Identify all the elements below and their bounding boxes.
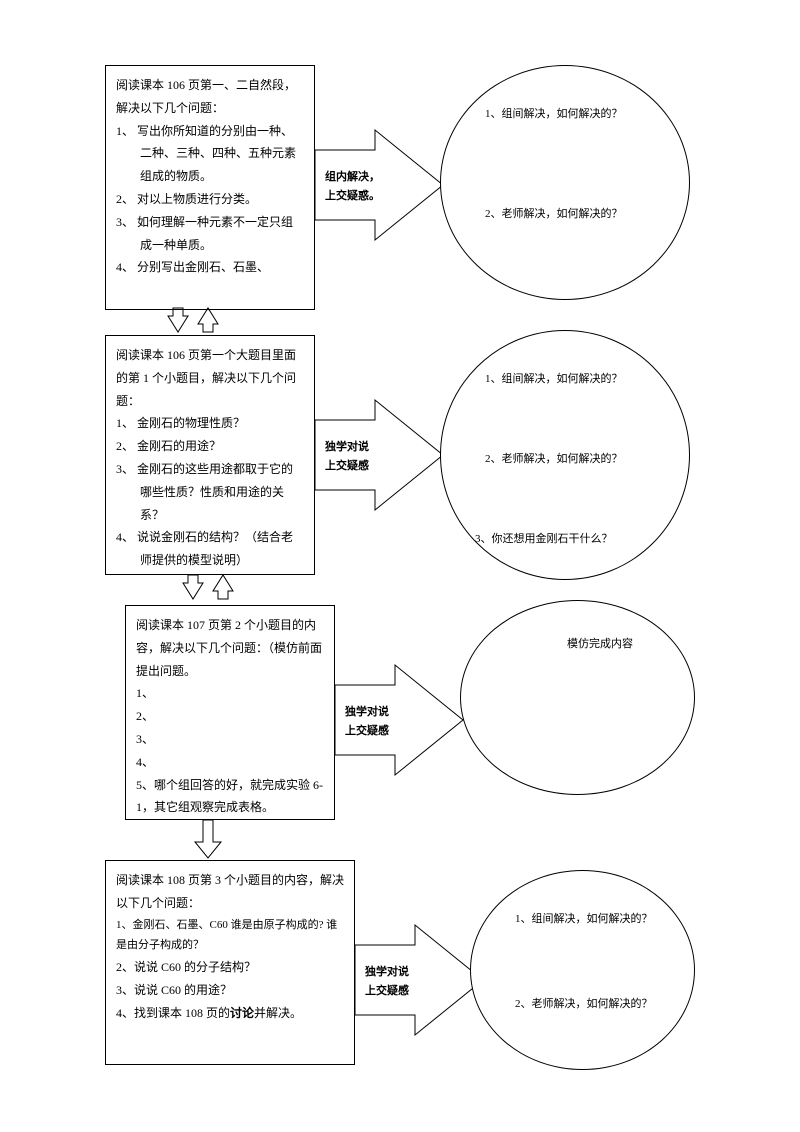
box3-header: 阅读课本 107 页第 2 个小题目的内容，解决以下几个问题：（模仿前面提出问题… — [136, 614, 324, 682]
ellipse1-q2: 2、老师解决，如何解决的？ — [485, 205, 640, 225]
down-arrow-3-4 — [195, 820, 225, 858]
box1-item4: 4、 分别写出金刚石、石墨、 — [116, 256, 304, 279]
box3-item5: 5、哪个组回答的好，就完成实验 6-1，其它组观察完成表格。 — [136, 774, 324, 820]
ellipse4-q1: 1、组间解决，如何解决的？ — [515, 910, 665, 930]
box2-item4: 4、 说说金刚石的结构？（结合老师提供的模型说明） — [116, 526, 304, 572]
task-box-4: 阅读课本 108 页第 3 个小题目的内容，解决以下几个问题： 1、金刚石、石墨… — [105, 860, 355, 1065]
ellipse4-q2: 2、老师解决，如何解决的？ — [515, 995, 665, 1015]
box4-item2: 2、说说 C60 的分子结构？ — [116, 956, 344, 979]
ellipse2-q3: 3、你还想用金刚石干什么？ — [475, 530, 675, 550]
ellipse-4 — [470, 870, 695, 1070]
bidir-arrow-2-3 — [175, 575, 245, 601]
arrow3-label-line1: 独学对说 — [345, 703, 389, 722]
arrow4-label-line1: 独学对说 — [365, 963, 409, 982]
arrow3-label-line2: 上交疑感 — [345, 722, 389, 741]
arrow4-label: 独学对说 上交疑感 — [365, 963, 409, 1000]
box1-item3: 3、 如何理解一种元素不一定只组成一种单质。 — [116, 211, 304, 257]
box4-item3: 3、说说 C60 的用途？ — [116, 979, 344, 1002]
arrow4-label-line2: 上交疑感 — [365, 982, 409, 1001]
task-box-2: 阅读课本 106 页第一个大题目里面的第 1 个小题目，解决以下几个问题： 1、… — [105, 335, 315, 575]
arrow1-label: 组内解决， 上交疑惑。 — [325, 168, 380, 205]
box3-item4: 4、 — [136, 751, 324, 774]
box1-header: 阅读课本 106 页第一、二自然段，解决以下几个问题： — [116, 74, 304, 120]
bidir-arrow-1-2 — [160, 308, 230, 334]
arrow3-label: 独学对说 上交疑感 — [345, 703, 389, 740]
box3-item1: 1、 — [136, 682, 324, 705]
box4-item1: 1、金刚石、石墨、C60 谁是由原子构成的? 谁是由分子构成的？ — [116, 915, 344, 957]
arrow1-label-line1: 组内解决， — [325, 168, 380, 187]
box4-header: 阅读课本 108 页第 3 个小题目的内容，解决以下几个问题： — [116, 869, 344, 915]
task-box-3: 阅读课本 107 页第 2 个小题目的内容，解决以下几个问题：（模仿前面提出问题… — [125, 605, 335, 820]
box2-item3: 3、 金刚石的这些用途都取于它的哪些性质？性质和用途的关系？ — [116, 458, 304, 526]
ellipse2-q2: 2、老师解决，如何解决的？ — [485, 450, 665, 470]
ellipse1-q1: 1、组间解决，如何解决的？ — [485, 105, 640, 125]
box2-item2: 2、 金刚石的用途？ — [116, 435, 304, 458]
box1-item2: 2、 对以上物质进行分类。 — [116, 188, 304, 211]
ellipse3-q1: 模仿完成内容 — [540, 635, 660, 655]
ellipse2-q1: 1、组间解决，如何解决的？ — [485, 370, 665, 390]
box4-item4: 4、找到课本 108 页的讨论并解决。 — [116, 1002, 344, 1025]
arrow1-label-line2: 上交疑惑。 — [325, 187, 380, 206]
arrow2-label: 独学对说 上交疑感 — [325, 438, 369, 475]
ellipse-1 — [440, 65, 690, 300]
task-box-1: 阅读课本 106 页第一、二自然段，解决以下几个问题： 1、 写出你所知道的分别… — [105, 65, 315, 310]
box2-header: 阅读课本 106 页第一个大题目里面的第 1 个小题目，解决以下几个问题： — [116, 344, 304, 412]
box3-item3: 3、 — [136, 728, 324, 751]
box1-item1: 1、 写出你所知道的分别由一种、二种、三种、四种、五种元素组成的物质。 — [116, 120, 304, 188]
box3-item2: 2、 — [136, 705, 324, 728]
arrow2-label-line2: 上交疑感 — [325, 457, 369, 476]
arrow2-label-line1: 独学对说 — [325, 438, 369, 457]
ellipse-3 — [460, 600, 695, 795]
box2-item1: 1、 金刚石的物理性质？ — [116, 412, 304, 435]
discuss-word: 讨论 — [230, 1006, 254, 1020]
